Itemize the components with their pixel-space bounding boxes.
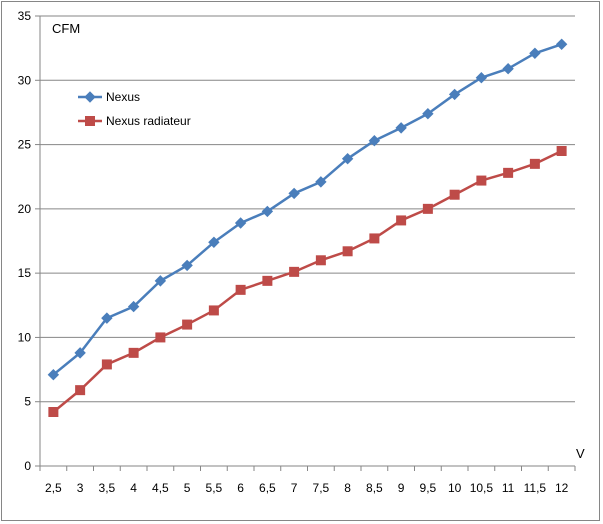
legend-marker — [84, 91, 96, 103]
data-point — [342, 246, 353, 257]
data-point — [555, 38, 568, 50]
data-point — [235, 284, 246, 295]
data-point — [101, 312, 113, 324]
y-tick-label: 20 — [18, 202, 32, 216]
x-tick-label: 4,5 — [152, 481, 169, 495]
data-point — [369, 233, 380, 244]
data-point — [74, 347, 86, 359]
series-line-nexus-radiateur — [52, 149, 563, 413]
data-point — [48, 407, 59, 417]
data-point — [47, 369, 60, 381]
data-point — [422, 203, 433, 214]
data-point — [529, 158, 540, 169]
x-tick-label: 7,5 — [313, 481, 330, 495]
data-point — [475, 72, 488, 84]
data-point — [341, 153, 354, 165]
data-point — [288, 187, 300, 200]
data-point — [155, 332, 166, 343]
x-tick-label: 10,5 — [470, 481, 494, 495]
data-point — [127, 300, 140, 313]
data-point — [182, 319, 193, 330]
y-tick-label: 25 — [18, 138, 32, 152]
x-tick-label: 6 — [237, 481, 244, 495]
x-tick-label: 5 — [184, 481, 191, 495]
data-point — [261, 205, 274, 218]
data-point — [448, 88, 461, 101]
data-point — [503, 167, 514, 178]
x-tick-label: 9 — [398, 481, 405, 495]
x-tick-label: 8 — [344, 481, 351, 495]
data-point — [234, 217, 247, 229]
data-point — [289, 266, 300, 277]
x-tick-label: 9,5 — [420, 481, 437, 495]
data-point — [476, 175, 487, 186]
data-point — [128, 347, 139, 358]
data-point — [556, 146, 567, 156]
x-tick-label: 5,5 — [206, 481, 223, 495]
legend-label: Nexus — [106, 90, 140, 104]
x-tick-label: 11 — [502, 481, 515, 495]
x-tick-label: 2,5 — [45, 481, 62, 495]
data-point — [529, 47, 541, 59]
y-tick-label: 15 — [18, 266, 32, 280]
y-tick-label: 30 — [18, 73, 32, 87]
data-point — [395, 122, 407, 134]
data-point — [154, 275, 167, 287]
x-tick-label: 4 — [130, 481, 137, 495]
data-point — [262, 275, 273, 286]
x-tick-label: 3 — [77, 481, 84, 495]
legend-label: Nexus radiateur — [106, 114, 191, 128]
legend-marker — [85, 116, 95, 126]
y-tick-label: 35 — [18, 9, 32, 23]
data-point — [315, 255, 326, 266]
data-point — [315, 176, 327, 188]
data-point — [368, 135, 381, 147]
data-point — [101, 359, 112, 370]
x-tick-label: 6,5 — [259, 481, 276, 495]
x-tick-label: 8,5 — [366, 481, 383, 495]
data-point — [208, 236, 220, 248]
data-point — [396, 215, 407, 226]
y-tick-label: 5 — [24, 395, 31, 409]
x-axis-title: V — [576, 446, 585, 461]
data-point — [502, 63, 514, 75]
x-tick-label: 3,5 — [99, 481, 116, 495]
series-line-nexus — [52, 43, 563, 376]
x-tick-label: 10 — [448, 481, 462, 495]
y-tick-label: 10 — [18, 330, 32, 344]
data-point — [449, 189, 460, 200]
data-point — [422, 108, 434, 120]
data-point — [75, 385, 86, 396]
y-tick-label: 0 — [24, 459, 31, 473]
y-axis-title: CFM — [52, 21, 80, 36]
x-tick-label: 12 — [555, 481, 569, 495]
x-tick-label: 11,5 — [524, 481, 547, 495]
x-tick-label: 7 — [291, 481, 298, 495]
data-point — [208, 305, 219, 316]
data-point — [181, 259, 193, 272]
